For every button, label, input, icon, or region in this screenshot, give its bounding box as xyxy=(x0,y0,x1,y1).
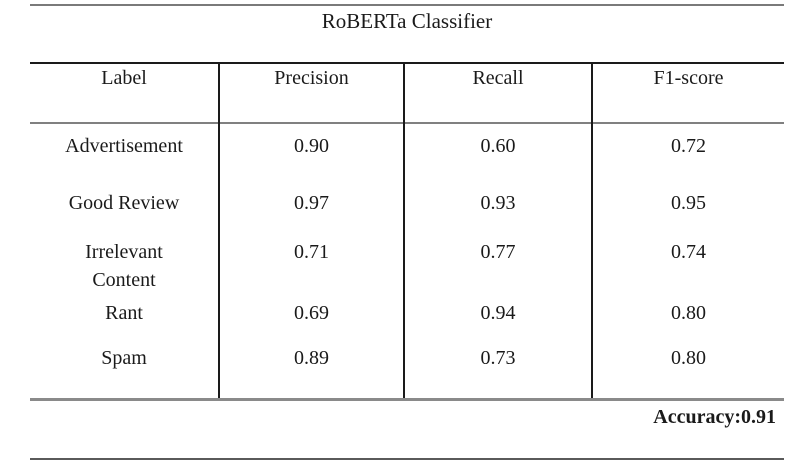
cell-precision: 0.97 xyxy=(218,181,404,234)
cell-label: Rant xyxy=(105,302,143,324)
cell-label: Irrelevant Content xyxy=(30,234,219,294)
cell-recall: 0.93 xyxy=(403,181,592,234)
cell-recall: 0.77 xyxy=(403,234,592,294)
cell-recall: 0.94 xyxy=(403,294,592,331)
cell-precision: 0.69 xyxy=(218,294,404,331)
cell-label-text: Irrelevant Content xyxy=(85,241,163,291)
accuracy-note: Accuracy:0.91 xyxy=(653,406,776,428)
column-header-label: Label xyxy=(101,67,147,89)
table-row: Irrelevant Content 0.71 0.77 0.74 xyxy=(30,234,784,294)
header-row: Label Precision Recall F1-score xyxy=(30,63,784,123)
table-title: RoBERTa Classifier xyxy=(321,9,493,33)
column-header-precision: Precision xyxy=(218,63,404,123)
table-row: Good Review 0.97 0.93 0.95 xyxy=(30,181,784,234)
table-body: Advertisement 0.90 0.60 0.72 Good Review… xyxy=(30,123,784,399)
table-header: Label Precision Recall F1-score xyxy=(30,63,784,123)
metrics-table: Label Precision Recall F1-score Advertis… xyxy=(30,62,784,401)
cell-precision: 0.90 xyxy=(218,123,404,181)
cell-recall: 0.60 xyxy=(403,123,592,181)
cell-recall: 0.73 xyxy=(403,331,592,399)
cell-f1: 0.74 xyxy=(591,234,784,294)
cell-label: Spam xyxy=(101,347,147,369)
cell-f1: 0.95 xyxy=(591,181,784,234)
cell-f1: 0.72 xyxy=(591,123,784,181)
table-row: Spam 0.89 0.73 0.80 xyxy=(30,331,784,399)
cell-label: Advertisement xyxy=(65,135,183,157)
table-row: Advertisement 0.90 0.60 0.72 xyxy=(30,123,784,181)
cell-label: Good Review xyxy=(68,192,180,214)
table-row: Rant 0.69 0.94 0.80 xyxy=(30,294,784,331)
column-header-f1-score: F1-score xyxy=(591,63,784,123)
cell-f1: 0.80 xyxy=(591,331,784,399)
cell-precision: 0.89 xyxy=(218,331,404,399)
bottom-rule xyxy=(30,458,784,460)
column-header-recall: Recall xyxy=(403,63,592,123)
cell-f1: 0.80 xyxy=(591,294,784,331)
cell-precision: 0.71 xyxy=(218,234,404,294)
top-rule xyxy=(30,4,784,6)
